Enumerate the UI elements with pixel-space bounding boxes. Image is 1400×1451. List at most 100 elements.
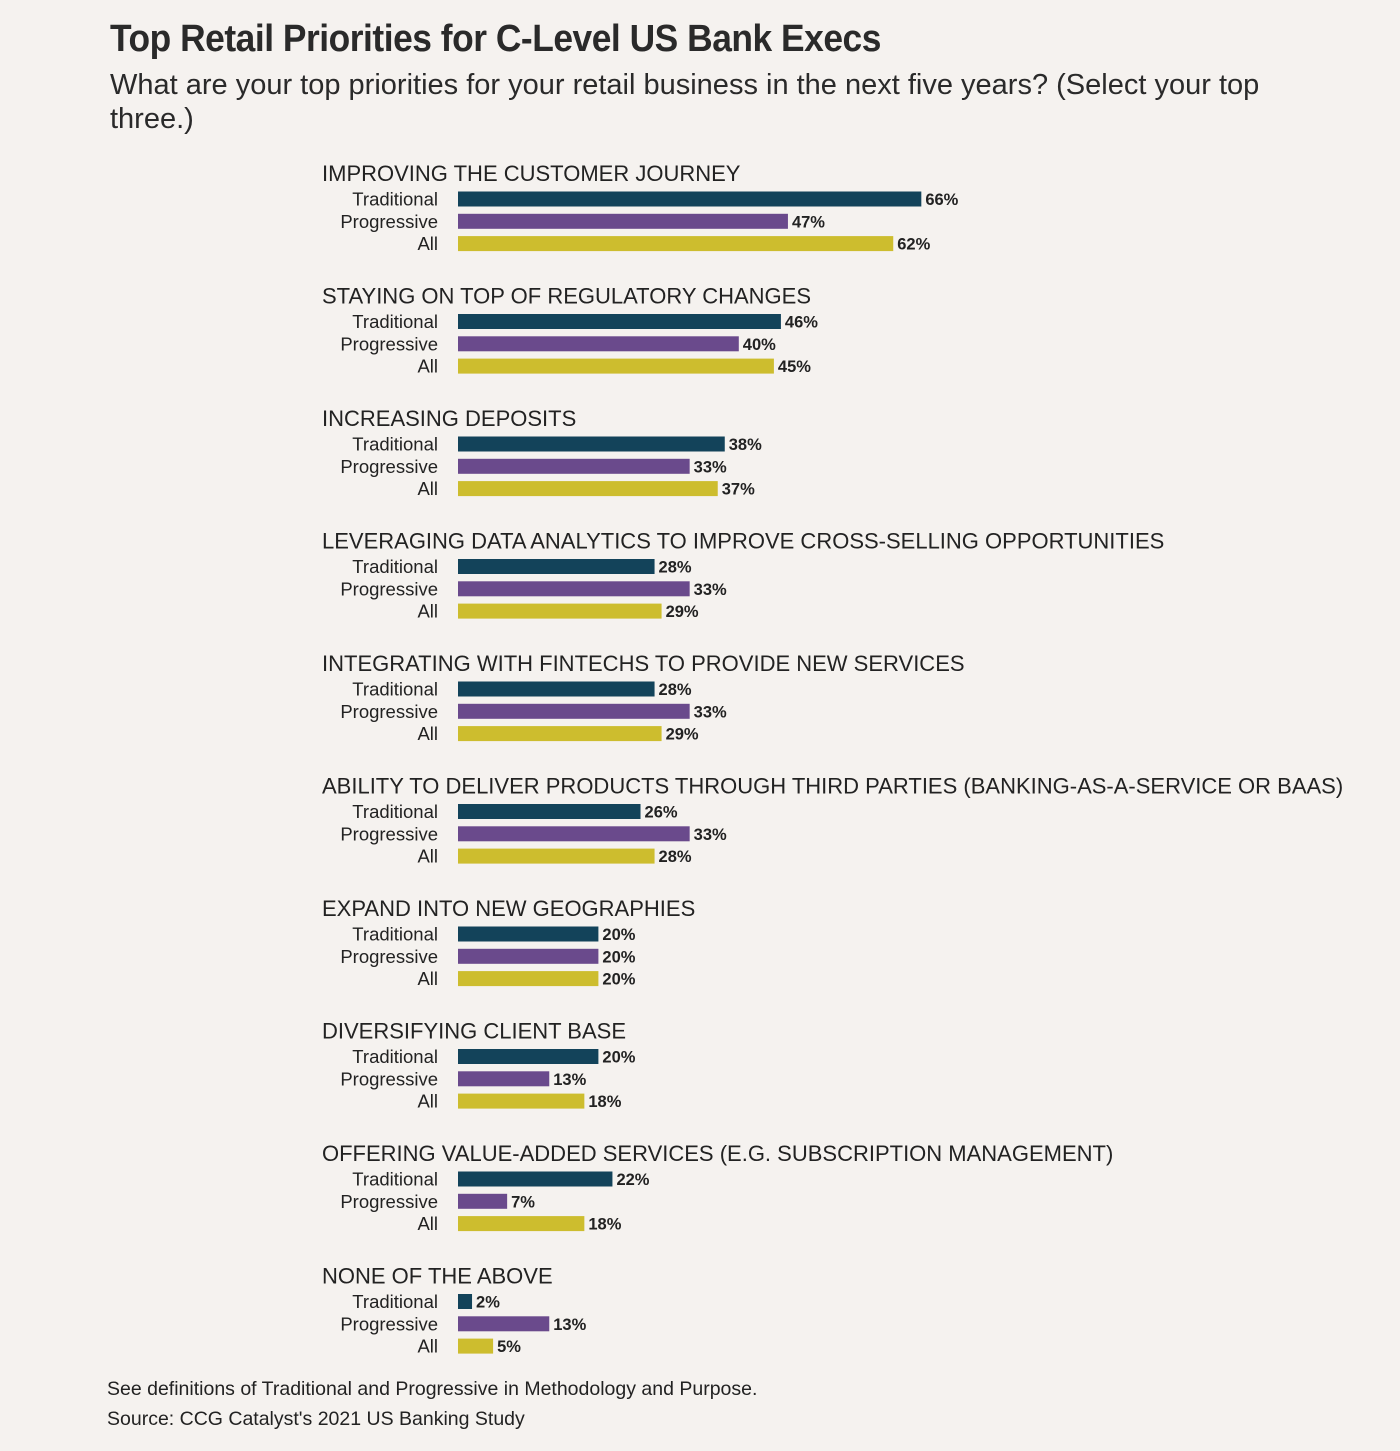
category-label: LEVERAGING DATA ANALYTICS TO IMPROVE CRO… bbox=[322, 529, 1164, 554]
value-label: 2% bbox=[476, 1294, 500, 1312]
series-label-all: All bbox=[417, 601, 438, 622]
series-label-all: All bbox=[417, 1091, 438, 1112]
series-label-progressive: Progressive bbox=[340, 1313, 438, 1334]
series-label-progressive: Progressive bbox=[340, 823, 438, 844]
value-label: 28% bbox=[659, 848, 692, 866]
value-label: 33% bbox=[694, 458, 727, 476]
bar-traditional bbox=[458, 1171, 613, 1187]
series-label-all: All bbox=[417, 1213, 438, 1234]
bar-all bbox=[458, 1338, 494, 1354]
chart-title: Top Retail Priorities for C-Level US Ban… bbox=[110, 18, 881, 60]
bar-traditional bbox=[458, 559, 655, 574]
series-label-all: All bbox=[417, 478, 438, 499]
series-label-progressive: Progressive bbox=[340, 946, 438, 967]
value-label: 29% bbox=[666, 726, 699, 744]
footnote-definitions: See definitions of Traditional and Progr… bbox=[107, 1378, 758, 1400]
bar-all bbox=[458, 358, 774, 374]
bar-traditional bbox=[458, 804, 641, 819]
series-label-progressive: Progressive bbox=[340, 1068, 438, 1089]
bar-progressive bbox=[458, 458, 690, 474]
category-label: OFFERING VALUE-ADDED SERVICES (E.G. SUBS… bbox=[322, 1141, 1113, 1166]
value-label: 33% bbox=[694, 581, 727, 599]
value-label: 20% bbox=[602, 1049, 635, 1067]
series-label-progressive: Progressive bbox=[340, 1191, 438, 1212]
value-label: 62% bbox=[897, 236, 930, 254]
series-label-all: All bbox=[417, 968, 438, 989]
series-label-traditional: Traditional bbox=[352, 311, 438, 332]
value-label: 7% bbox=[511, 1193, 535, 1211]
bar-all bbox=[458, 971, 599, 987]
chart-subtitle: What are your top priorities for your re… bbox=[110, 69, 1260, 135]
series-label-progressive: Progressive bbox=[340, 578, 438, 599]
bar-progressive bbox=[458, 703, 690, 719]
value-label: 18% bbox=[588, 1093, 621, 1111]
bar-traditional bbox=[458, 1049, 599, 1064]
bar-progressive bbox=[458, 1071, 550, 1087]
value-label: 5% bbox=[497, 1338, 521, 1356]
series-label-traditional: Traditional bbox=[352, 189, 438, 210]
series-label-traditional: Traditional bbox=[352, 1046, 438, 1067]
bar-progressive bbox=[458, 1193, 508, 1209]
series-label-progressive: Progressive bbox=[340, 701, 438, 722]
bar-progressive bbox=[458, 213, 788, 229]
bar-traditional bbox=[458, 191, 922, 207]
category-label: ABILITY TO DELIVER PRODUCTS THROUGH THIR… bbox=[322, 774, 1343, 799]
category-label: INCREASING DEPOSITS bbox=[322, 406, 576, 431]
value-label: 45% bbox=[778, 358, 811, 376]
value-label: 33% bbox=[694, 826, 727, 844]
value-label: 22% bbox=[616, 1171, 649, 1189]
value-label: 66% bbox=[925, 191, 958, 209]
value-label: 28% bbox=[659, 559, 692, 577]
value-label: 18% bbox=[588, 1216, 621, 1234]
value-label: 37% bbox=[722, 481, 755, 499]
value-label: 40% bbox=[743, 336, 776, 354]
value-label: 20% bbox=[602, 926, 635, 944]
series-label-all: All bbox=[417, 1336, 438, 1357]
bar-progressive bbox=[458, 826, 690, 842]
value-label: 26% bbox=[645, 804, 678, 822]
value-label: 20% bbox=[602, 948, 635, 966]
category-label: NONE OF THE ABOVE bbox=[322, 1264, 553, 1289]
bar-all bbox=[458, 481, 718, 497]
bar-traditional bbox=[458, 926, 599, 942]
series-label-all: All bbox=[417, 233, 438, 254]
series-label-progressive: Progressive bbox=[340, 456, 438, 477]
series-label-traditional: Traditional bbox=[352, 924, 438, 945]
bar-progressive bbox=[458, 1316, 550, 1332]
series-label-traditional: Traditional bbox=[352, 556, 438, 577]
bar-progressive bbox=[458, 948, 599, 964]
value-label: 46% bbox=[785, 314, 818, 332]
series-label-all: All bbox=[417, 356, 438, 377]
value-label: 29% bbox=[666, 603, 699, 621]
bar-progressive bbox=[458, 581, 690, 597]
bar-all bbox=[458, 726, 662, 742]
series-label-traditional: Traditional bbox=[352, 1169, 438, 1190]
value-label: 13% bbox=[553, 1071, 586, 1089]
footnote-source: Source: CCG Catalyst's 2021 US Banking S… bbox=[107, 1408, 525, 1430]
value-label: 20% bbox=[602, 971, 635, 989]
bar-traditional bbox=[458, 436, 725, 452]
value-label: 38% bbox=[729, 436, 762, 454]
category-label: IMPROVING THE CUSTOMER JOURNEY bbox=[322, 161, 741, 186]
series-label-traditional: Traditional bbox=[352, 1291, 438, 1312]
bar-traditional bbox=[458, 314, 781, 329]
series-label-all: All bbox=[417, 846, 438, 867]
bar-all bbox=[458, 236, 894, 252]
bar-all bbox=[458, 1093, 585, 1109]
series-label-all: All bbox=[417, 723, 438, 744]
bar-progressive bbox=[458, 336, 739, 352]
series-label-traditional: Traditional bbox=[352, 679, 438, 700]
category-label: EXPAND INTO NEW GEOGRAPHIES bbox=[322, 896, 695, 921]
category-label: DIVERSIFYING CLIENT BASE bbox=[322, 1019, 626, 1044]
series-label-traditional: Traditional bbox=[352, 434, 438, 455]
value-label: 47% bbox=[792, 213, 825, 231]
series-label-progressive: Progressive bbox=[340, 333, 438, 354]
category-label: INTEGRATING WITH FINTECHS TO PROVIDE NEW… bbox=[322, 651, 965, 676]
bar-traditional bbox=[458, 1294, 473, 1309]
series-label-traditional: Traditional bbox=[352, 801, 438, 822]
series-label-progressive: Progressive bbox=[340, 211, 438, 232]
bar-all bbox=[458, 848, 655, 864]
value-label: 13% bbox=[553, 1316, 586, 1334]
bar-all bbox=[458, 603, 662, 619]
